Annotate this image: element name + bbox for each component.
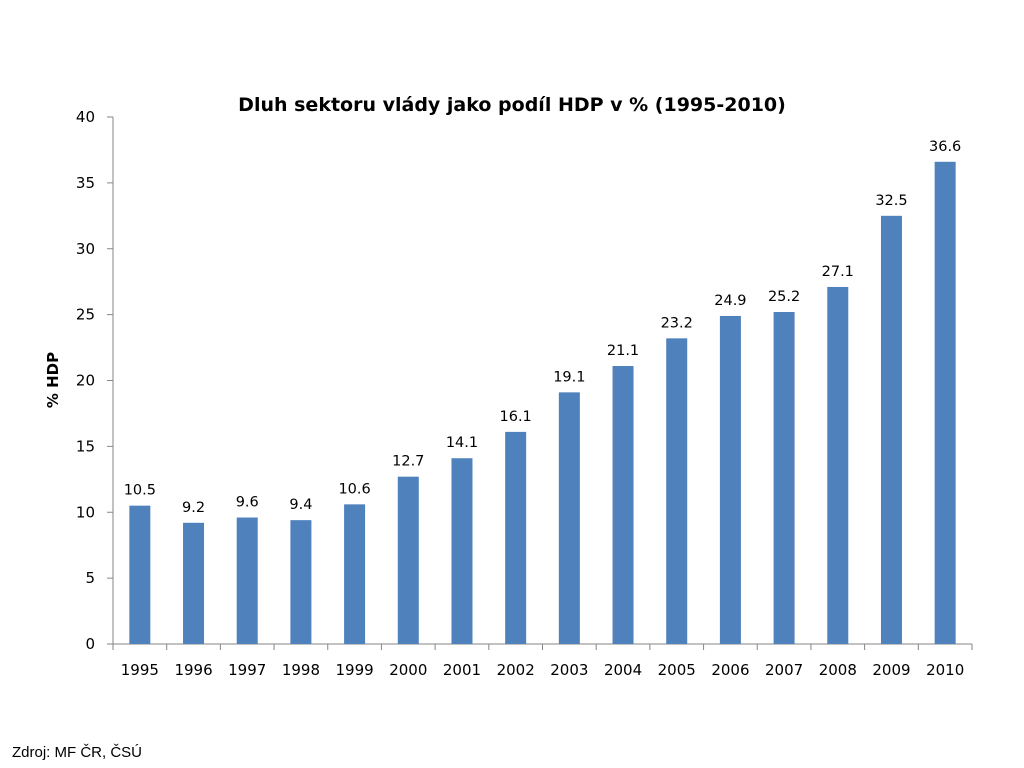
data-label: 24.9 bbox=[714, 293, 746, 309]
y-tick-label: 15 bbox=[76, 437, 95, 455]
x-tick-label: 2006 bbox=[711, 661, 749, 679]
data-label: 19.1 bbox=[553, 369, 585, 385]
bar bbox=[236, 517, 258, 644]
x-tick-label: 2005 bbox=[658, 661, 696, 679]
x-tick-label: 2009 bbox=[872, 661, 910, 679]
data-label: 36.6 bbox=[929, 139, 961, 155]
bar bbox=[129, 505, 151, 644]
y-tick-label: 5 bbox=[85, 569, 95, 587]
bar bbox=[344, 504, 366, 644]
bar bbox=[612, 366, 634, 644]
bar bbox=[719, 315, 741, 644]
y-axis-title: % HDP bbox=[44, 352, 62, 408]
y-tick-label: 25 bbox=[76, 306, 95, 324]
x-tick-label: 1996 bbox=[174, 661, 212, 679]
data-label: 23.2 bbox=[661, 315, 693, 331]
bars bbox=[129, 161, 956, 645]
chart-title: Dluh sektoru vlády jako podíl HDP v % (1… bbox=[238, 94, 786, 116]
bar bbox=[290, 520, 312, 644]
y-axis: 0 5 10 15 20 25 30 35 40 bbox=[76, 108, 114, 653]
x-tick-label: 2007 bbox=[765, 661, 803, 679]
x-tick-label: 2008 bbox=[819, 661, 857, 679]
bar bbox=[397, 476, 419, 644]
data-label: 25.2 bbox=[768, 289, 800, 305]
x-tick-label: 2003 bbox=[550, 661, 588, 679]
bar bbox=[666, 338, 688, 644]
y-tick-label: 40 bbox=[76, 108, 95, 126]
y-tick-label: 20 bbox=[76, 372, 95, 390]
y-tick-label: 0 bbox=[85, 635, 95, 653]
data-label: 9.6 bbox=[236, 495, 259, 511]
bar bbox=[505, 431, 527, 644]
data-label: 12.7 bbox=[392, 454, 424, 470]
bar bbox=[934, 161, 956, 645]
data-label: 9.2 bbox=[182, 500, 205, 516]
x-tick-label: 1998 bbox=[282, 661, 320, 679]
x-axis: 1995 1996 1997 1998 1999 2000 2001 2002 2003 2004… bbox=[112, 643, 973, 679]
x-tick-label: 1995 bbox=[121, 661, 159, 679]
data-label: 16.1 bbox=[500, 409, 532, 425]
data-label: 27.1 bbox=[822, 264, 854, 280]
data-label: 9.4 bbox=[289, 497, 312, 513]
bar bbox=[773, 311, 795, 644]
bar bbox=[451, 458, 473, 644]
bar bbox=[558, 392, 580, 644]
data-label: 10.5 bbox=[124, 483, 156, 499]
data-label: 21.1 bbox=[607, 343, 639, 359]
x-tick-label: 2002 bbox=[497, 661, 535, 679]
x-tick-label: 2010 bbox=[926, 661, 964, 679]
data-label: 10.6 bbox=[338, 481, 370, 497]
x-tick-label: 2004 bbox=[604, 661, 642, 679]
source-note: Zdroj: MF ČR, ČSÚ bbox=[12, 744, 143, 761]
x-tick-label: 1997 bbox=[228, 661, 266, 679]
y-tick-label: 10 bbox=[76, 503, 95, 521]
y-tick-label: 30 bbox=[76, 240, 95, 258]
y-tick-label: 35 bbox=[76, 174, 95, 192]
bar bbox=[827, 286, 849, 644]
x-tick-label: 2000 bbox=[389, 661, 427, 679]
data-label: 32.5 bbox=[875, 193, 907, 209]
x-tick-label: 1999 bbox=[336, 661, 374, 679]
bar bbox=[880, 215, 902, 644]
x-tick-label: 2001 bbox=[443, 661, 481, 679]
data-labels: 10.5 9.2 9.6 9.4 10.6 12.7 14.1 16.1 19.1 21.1 23.… bbox=[124, 139, 962, 516]
data-label: 14.1 bbox=[446, 435, 478, 451]
bar bbox=[183, 522, 205, 644]
